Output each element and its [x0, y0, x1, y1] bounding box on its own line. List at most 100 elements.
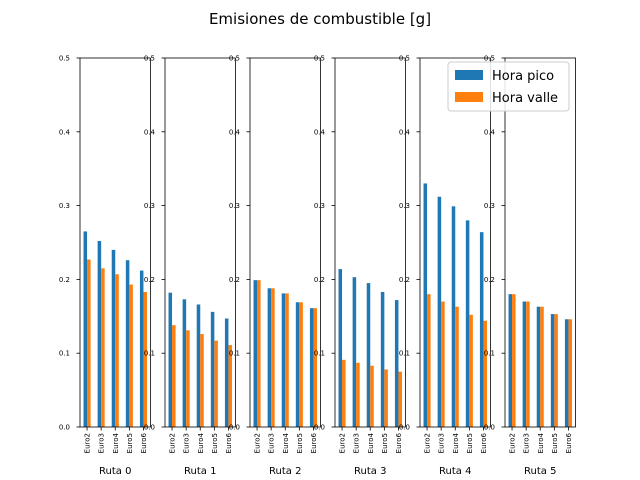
bar-hora-pico-euro6 — [224, 318, 229, 427]
bar-hora-pico-euro4 — [196, 304, 201, 427]
x-tick-label: Euro3 — [183, 433, 191, 453]
legend-label-hora-pico: Hora pico — [492, 69, 554, 84]
bar-hora-pico-euro3 — [437, 196, 442, 427]
bar-hora-pico-euro2 — [83, 231, 88, 427]
y-tick-label: 0.2 — [314, 276, 325, 284]
x-tick-label: Euro5 — [296, 433, 304, 453]
y-tick-label: 0.3 — [399, 202, 410, 210]
y-tick-label: 0.0 — [484, 424, 495, 432]
bar-hora-pico-euro3 — [267, 288, 272, 427]
x-tick-label: Euro3 — [268, 433, 276, 453]
bar-hora-valle-euro3 — [441, 301, 445, 427]
x-tick-label: Euro4 — [537, 432, 545, 453]
x-tick-label: Euro3 — [523, 433, 531, 453]
axes-frame — [79, 57, 151, 428]
y-tick-label: 0.0 — [144, 424, 155, 432]
bar-hora-valle-euro5 — [554, 314, 558, 427]
axes-frame — [164, 57, 236, 428]
y-tick-label: 0.0 — [229, 424, 240, 432]
bar-hora-valle-euro4 — [540, 306, 544, 427]
legend-label-hora-valle: Hora valle — [492, 91, 558, 106]
bar-hora-valle-euro3 — [186, 330, 190, 427]
y-tick-label: 0.1 — [59, 350, 70, 358]
bar-hora-pico-euro6 — [139, 270, 144, 427]
bar-hora-valle-euro2 — [342, 359, 346, 427]
axes-frame — [249, 57, 321, 428]
y-tick-label: 0.2 — [484, 276, 495, 284]
x-axis-label: Ruta 4 — [439, 466, 471, 477]
x-tick-label: Euro2 — [339, 433, 347, 453]
x-tick-label: Euro3 — [353, 433, 361, 453]
bar-hora-pico-euro3 — [522, 301, 527, 427]
bar-hora-valle-euro6 — [568, 319, 572, 427]
bar-hora-pico-euro2 — [338, 269, 343, 427]
bar-hora-pico-euro4 — [366, 283, 371, 427]
x-axis-label: Ruta 2 — [269, 466, 301, 477]
bar-hora-valle-euro6 — [143, 291, 147, 427]
x-axis-label: Ruta 3 — [354, 466, 386, 477]
x-tick-label: Euro6 — [310, 432, 318, 453]
bar-hora-pico-euro2 — [508, 294, 513, 427]
y-tick-label: 0.5 — [399, 55, 410, 63]
axes-frame — [504, 57, 576, 428]
bar-hora-pico-euro6 — [394, 300, 399, 427]
bar-hora-valle-euro3 — [101, 268, 105, 427]
bar-hora-pico-euro3 — [97, 241, 102, 427]
bar-hora-pico-euro5 — [465, 220, 470, 427]
bar-hora-valle-euro3 — [271, 288, 275, 427]
chart-title: Emisiones de combustible [g] — [209, 10, 431, 28]
x-axis-label: Ruta 5 — [524, 466, 556, 477]
y-tick-label: 0.5 — [144, 55, 155, 63]
bar-hora-pico-euro2 — [253, 280, 258, 427]
y-tick-label: 0.1 — [484, 350, 495, 358]
axes-frame — [334, 57, 406, 428]
y-tick-label: 0.1 — [144, 350, 155, 358]
x-tick-label: Euro5 — [211, 433, 219, 453]
y-tick-label: 0.2 — [144, 276, 155, 284]
x-tick-label: Euro2 — [509, 433, 517, 453]
x-tick-label: Euro6 — [140, 432, 148, 453]
bar-hora-valle-euro6 — [483, 320, 487, 427]
bar-hora-valle-euro6 — [228, 345, 232, 427]
y-tick-label: 0.5 — [484, 55, 495, 63]
bar-hora-valle-euro6 — [398, 371, 402, 427]
y-tick-label: 0.3 — [59, 202, 70, 210]
y-tick-label: 0.4 — [144, 128, 156, 136]
bar-hora-valle-euro6 — [313, 308, 317, 427]
bar-hora-pico-euro2 — [168, 292, 173, 427]
bar-hora-pico-euro6 — [564, 319, 569, 427]
x-tick-label: Euro5 — [466, 433, 474, 453]
bar-hora-pico-euro5 — [210, 311, 215, 427]
y-tick-label: 0.3 — [229, 202, 240, 210]
y-tick-label: 0.3 — [144, 202, 155, 210]
bar-hora-pico-euro3 — [352, 277, 357, 427]
y-tick-label: 0.3 — [484, 202, 495, 210]
bar-hora-pico-euro6 — [479, 232, 484, 427]
y-tick-label: 0.0 — [59, 424, 70, 432]
y-tick-label: 0.2 — [399, 276, 410, 284]
bar-hora-valle-euro5 — [129, 284, 133, 427]
y-tick-label: 0.2 — [59, 276, 70, 284]
legend-swatch-hora-pico — [455, 70, 483, 80]
bar-hora-valle-euro5 — [299, 302, 303, 427]
bar-hora-pico-euro2 — [423, 183, 428, 427]
bar-hora-valle-euro2 — [172, 325, 176, 427]
x-tick-label: Euro4 — [452, 432, 460, 453]
y-tick-label: 0.4 — [484, 128, 496, 136]
subplots: 0.0 0.1 0.2 0.3 0.4 0.5 Euro2 Euro3 Euro4 Euro5 Eu… — [59, 55, 576, 477]
y-tick-label: 0.5 — [229, 55, 240, 63]
axes-frame — [419, 57, 491, 428]
bar-hora-valle-euro3 — [356, 362, 360, 427]
bar-hora-pico-euro4 — [536, 306, 541, 427]
x-tick-label: Euro5 — [126, 433, 134, 453]
bar-hora-valle-euro2 — [257, 280, 261, 427]
bar-hora-valle-euro4 — [200, 334, 204, 427]
bar-hora-pico-euro5 — [550, 314, 555, 427]
bar-hora-pico-euro4 — [281, 293, 286, 427]
bar-hora-valle-euro4 — [455, 306, 459, 427]
bar-hora-pico-euro4 — [111, 249, 116, 427]
x-tick-label: Euro5 — [551, 433, 559, 453]
bar-hora-valle-euro3 — [526, 301, 530, 427]
bar-hora-valle-euro2 — [512, 294, 516, 427]
